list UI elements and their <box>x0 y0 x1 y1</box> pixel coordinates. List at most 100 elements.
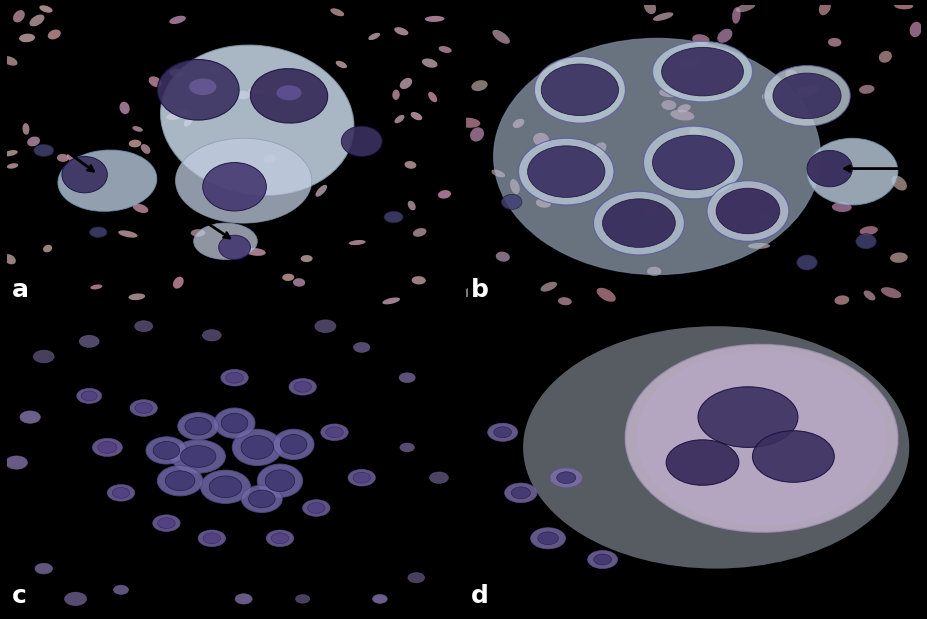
Ellipse shape <box>134 402 152 413</box>
Ellipse shape <box>716 188 779 234</box>
Ellipse shape <box>490 170 504 178</box>
Ellipse shape <box>57 154 69 162</box>
Ellipse shape <box>175 138 311 223</box>
Ellipse shape <box>534 56 625 123</box>
Ellipse shape <box>153 441 180 459</box>
Ellipse shape <box>232 429 282 465</box>
Ellipse shape <box>257 464 302 498</box>
Ellipse shape <box>527 146 604 197</box>
Ellipse shape <box>93 438 122 456</box>
Ellipse shape <box>246 248 265 256</box>
Ellipse shape <box>235 594 252 604</box>
Ellipse shape <box>471 80 487 91</box>
Ellipse shape <box>806 150 852 187</box>
Ellipse shape <box>652 41 752 102</box>
Ellipse shape <box>293 278 305 287</box>
Ellipse shape <box>492 30 509 44</box>
Ellipse shape <box>158 517 175 529</box>
Ellipse shape <box>288 378 316 395</box>
Ellipse shape <box>429 472 448 483</box>
Ellipse shape <box>796 85 818 97</box>
Ellipse shape <box>661 100 676 110</box>
Ellipse shape <box>4 150 18 157</box>
Ellipse shape <box>241 485 282 513</box>
Ellipse shape <box>891 176 906 191</box>
Text: a: a <box>12 278 29 302</box>
Ellipse shape <box>43 245 52 253</box>
Ellipse shape <box>784 70 797 80</box>
Ellipse shape <box>908 22 921 37</box>
Ellipse shape <box>488 423 517 441</box>
Ellipse shape <box>411 112 422 120</box>
Ellipse shape <box>39 6 53 13</box>
Ellipse shape <box>504 483 537 503</box>
Ellipse shape <box>171 440 225 473</box>
Ellipse shape <box>625 344 897 532</box>
Ellipse shape <box>643 0 655 14</box>
Ellipse shape <box>210 66 220 74</box>
Ellipse shape <box>761 89 779 100</box>
Ellipse shape <box>191 229 205 236</box>
Ellipse shape <box>352 472 370 483</box>
Ellipse shape <box>6 456 28 469</box>
Ellipse shape <box>153 515 180 532</box>
Ellipse shape <box>6 163 19 169</box>
Ellipse shape <box>321 424 348 441</box>
Ellipse shape <box>537 532 558 545</box>
Ellipse shape <box>169 15 185 24</box>
Ellipse shape <box>79 335 99 347</box>
Ellipse shape <box>818 0 830 15</box>
Ellipse shape <box>13 10 25 22</box>
Ellipse shape <box>118 230 137 238</box>
Ellipse shape <box>4 254 16 264</box>
Ellipse shape <box>833 295 848 305</box>
Ellipse shape <box>148 76 161 87</box>
Ellipse shape <box>518 138 614 205</box>
Ellipse shape <box>757 212 769 222</box>
Ellipse shape <box>533 133 548 146</box>
Ellipse shape <box>239 176 250 181</box>
Ellipse shape <box>831 202 851 212</box>
Ellipse shape <box>241 436 273 459</box>
Ellipse shape <box>384 211 402 223</box>
Ellipse shape <box>133 204 148 213</box>
Ellipse shape <box>189 79 216 95</box>
Ellipse shape <box>763 66 849 126</box>
Ellipse shape <box>314 320 336 332</box>
Ellipse shape <box>302 500 330 516</box>
Ellipse shape <box>596 288 616 302</box>
Ellipse shape <box>540 64 617 116</box>
Ellipse shape <box>540 282 556 292</box>
Ellipse shape <box>642 126 743 199</box>
Ellipse shape <box>82 391 97 401</box>
Ellipse shape <box>706 181 788 241</box>
Ellipse shape <box>158 465 202 496</box>
Ellipse shape <box>77 388 102 404</box>
Ellipse shape <box>294 381 311 392</box>
Ellipse shape <box>33 144 54 157</box>
Ellipse shape <box>57 150 157 211</box>
Ellipse shape <box>530 527 565 549</box>
Ellipse shape <box>661 48 743 96</box>
Ellipse shape <box>172 277 184 288</box>
Ellipse shape <box>372 594 387 604</box>
Ellipse shape <box>636 350 885 526</box>
Ellipse shape <box>400 443 414 452</box>
Ellipse shape <box>65 592 86 605</box>
Ellipse shape <box>296 595 310 603</box>
Ellipse shape <box>273 429 313 459</box>
Ellipse shape <box>394 115 404 123</box>
Ellipse shape <box>666 440 738 485</box>
Ellipse shape <box>30 14 44 27</box>
Ellipse shape <box>341 126 382 157</box>
Ellipse shape <box>200 470 250 503</box>
Ellipse shape <box>158 59 239 120</box>
Ellipse shape <box>602 199 675 248</box>
Ellipse shape <box>263 155 275 163</box>
Ellipse shape <box>855 234 875 249</box>
Ellipse shape <box>772 73 840 119</box>
Ellipse shape <box>407 201 415 210</box>
Ellipse shape <box>276 85 301 100</box>
Ellipse shape <box>133 126 143 132</box>
Ellipse shape <box>250 69 327 123</box>
